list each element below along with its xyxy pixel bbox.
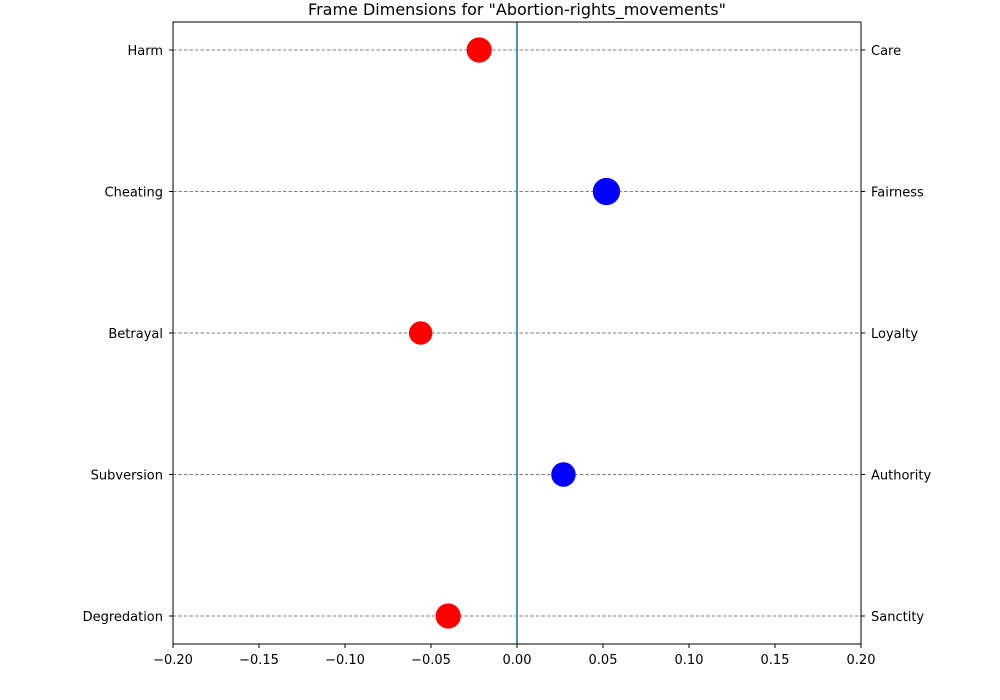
chart-title: Frame Dimensions for "Abortion-rights_mo… — [308, 0, 726, 20]
tick-layer: −0.20 −0.15 −0.10 −0.05 0.00 0.05 0.10 0.15 0.20… — [83, 44, 932, 668]
y-left-label: Betrayal — [108, 327, 163, 342]
x-tick-label: 0.20 — [847, 653, 876, 668]
y-left-label: Subversion — [91, 469, 163, 484]
y-right-label: Care — [871, 44, 901, 59]
x-tick-label: −0.05 — [411, 653, 451, 668]
marker-layer — [408, 37, 621, 629]
x-tick-label: −0.15 — [239, 653, 279, 668]
x-tick-label: 0.05 — [589, 653, 618, 668]
y-left-label: Cheating — [105, 186, 163, 201]
y-right-label: Loyalty — [871, 327, 918, 342]
y-right-label: Sanctity — [871, 610, 924, 625]
y-left-label: Harm — [127, 44, 163, 59]
x-tick-label: −0.10 — [325, 653, 365, 668]
x-tick-label: 0.10 — [675, 653, 704, 668]
y-left-label: Degredation — [83, 610, 163, 625]
y-right-label: Authority — [871, 469, 931, 484]
data-point-cheating — [592, 177, 621, 206]
x-tick-label: −0.20 — [153, 653, 193, 668]
y-right-label: Fairness — [871, 186, 924, 201]
x-tick-label: 0.15 — [761, 653, 790, 668]
x-tick-label: 0.00 — [503, 653, 532, 668]
data-point-degredation — [435, 603, 461, 629]
data-point-betrayal — [408, 321, 433, 345]
data-point-subversion — [551, 462, 576, 487]
data-point-harm — [466, 37, 492, 63]
